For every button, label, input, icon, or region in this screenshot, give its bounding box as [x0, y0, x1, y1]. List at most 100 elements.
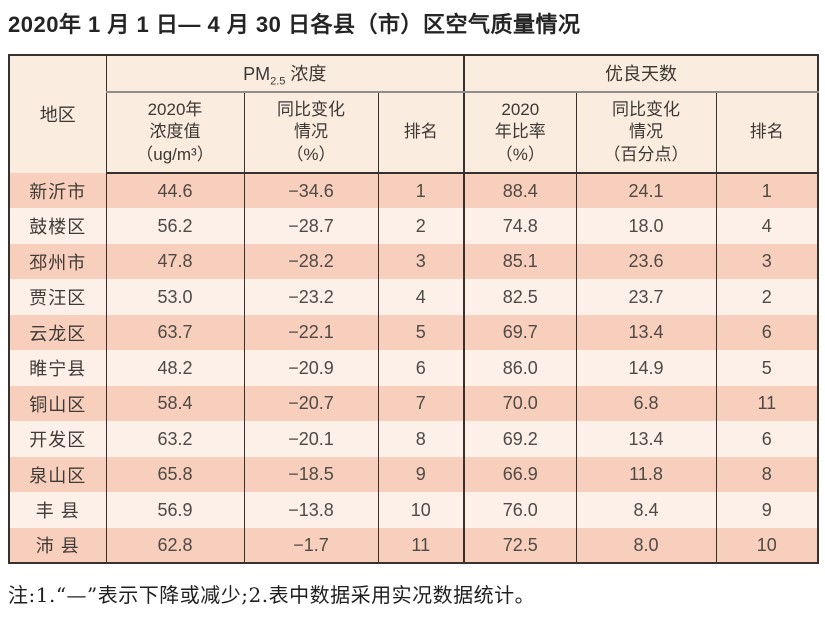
pm-rank-cell: 7 — [377, 385, 465, 422]
gd-change-cell: 13.4 — [575, 421, 717, 457]
header-pm-rank: 排名 — [377, 91, 465, 174]
gd-ratio-cell: 82.5 — [463, 279, 577, 315]
region-cell: 云龙区 — [29, 323, 87, 344]
gd-rank-cell: 9 — [715, 492, 819, 528]
pm-rank-cell: 2 — [377, 208, 465, 244]
gd-change-cell: 14.9 — [575, 350, 717, 386]
gd-change-cell: 23.6 — [575, 243, 717, 280]
gd-ratio-cell: 86.0 — [463, 350, 577, 386]
gd-ratio-cell: 72.5 — [463, 527, 577, 564]
region-cell: 开发区 — [29, 430, 87, 451]
pm-rank-cell: 4 — [377, 279, 465, 315]
region-cell: 睢宁县 — [29, 359, 87, 380]
pm-change-cell: −20.1 — [243, 421, 378, 457]
gd-change-cell: 13.4 — [575, 314, 717, 351]
gd-rank-cell: 6 — [715, 314, 819, 351]
pm-rank-cell: 9 — [377, 456, 465, 493]
region-cell: 铜山区 — [29, 394, 87, 415]
pm-change-cell: −28.7 — [243, 208, 378, 244]
gd-ratio-cell: 66.9 — [463, 456, 577, 493]
pm-change-cell: −28.2 — [243, 243, 378, 280]
region-cell: 贾汪区 — [29, 288, 87, 309]
pm-label-main: PM — [243, 63, 271, 84]
header-gd-rank: 排名 — [715, 91, 819, 174]
gd-change-cell: 24.1 — [575, 172, 717, 209]
gd-ratio-cell: 69.7 — [463, 314, 577, 351]
table-header: 地区 PM2.5 浓度 优良天数 2020年 浓度值 （ug/m³） 同比变化 … — [9, 54, 819, 174]
region-cell: 泉山区 — [29, 465, 87, 486]
pm-value-cell: 63.2 — [105, 421, 244, 457]
pm-value-cell: 63.7 — [105, 314, 244, 351]
table-row: 睢宁县 48.2 −20.9 6 86.0 14.9 5 — [9, 350, 819, 386]
footnote: 注:1.“—”表示下降或减少;2.表中数据采用实况数据统计。 — [8, 583, 536, 608]
gd-rank-cell: 1 — [715, 172, 819, 209]
pm-value-cell: 53.0 — [105, 279, 244, 315]
header-pm-value: 2020年 浓度值 （ug/m³） — [106, 91, 244, 174]
region-cell: 沛 县 — [35, 536, 80, 557]
pm-value-cell: 62.8 — [105, 527, 244, 564]
header-pm-change: 同比变化 情况 （%） — [243, 91, 378, 174]
pm-value-cell: 44.6 — [105, 172, 244, 209]
header-sub-row: 2020年 浓度值 （ug/m³） 同比变化 情况 （%） 排名 2020 年比… — [9, 91, 819, 174]
pm-change-cell: −18.5 — [243, 456, 378, 493]
region-cell: 邳州市 — [29, 252, 87, 273]
pm-rank-cell: 10 — [377, 492, 465, 528]
gd-ratio-cell: 69.2 — [463, 421, 577, 457]
pm-value-cell: 47.8 — [105, 243, 244, 280]
gd-ratio-cell: 70.0 — [463, 385, 577, 422]
pm-change-cell: −20.9 — [243, 350, 378, 386]
gd-rank-cell: 5 — [715, 350, 819, 386]
table-row: 开发区 63.2 −20.1 8 69.2 13.4 6 — [9, 421, 819, 457]
pm-rank-cell: 8 — [377, 421, 465, 457]
gd-rank-cell: 3 — [715, 243, 819, 280]
header-gooddays-group: 优良天数 — [463, 54, 819, 93]
header-gd-change: 同比变化 情况 （百分点） — [575, 91, 717, 174]
gd-change-cell: 11.8 — [575, 456, 717, 493]
header-pm-group: PM2.5 浓度 — [106, 54, 465, 93]
region-cell: 新沂市 — [29, 181, 87, 202]
pm-label-subscript: 2.5 — [270, 75, 286, 88]
pm-value-cell: 65.8 — [105, 456, 244, 493]
gd-ratio-cell: 74.8 — [463, 208, 577, 244]
pm-change-cell: −20.7 — [243, 385, 378, 422]
gd-rank-cell: 11 — [715, 385, 819, 422]
table-row: 泉山区 65.8 −18.5 9 66.9 11.8 8 — [9, 456, 819, 493]
pm-change-cell: −1.7 — [243, 527, 378, 564]
gd-rank-cell: 4 — [715, 208, 819, 244]
table-row: 邳州市 47.8 −28.2 3 85.1 23.6 3 — [9, 243, 819, 280]
pm-value-cell: 48.2 — [105, 350, 244, 386]
header-region: 地区 — [9, 54, 107, 173]
pm-value-cell: 58.4 — [105, 385, 244, 422]
gd-change-cell: 6.8 — [575, 385, 717, 422]
region-cell: 鼓楼区 — [29, 217, 87, 238]
gd-change-cell: 18.0 — [575, 208, 717, 244]
table-body: 新沂市 44.6 −34.6 1 88.4 24.1 1 鼓楼区 56.2 −2… — [9, 172, 819, 564]
gd-rank-cell: 2 — [715, 279, 819, 315]
pm-value-cell: 56.9 — [105, 492, 244, 528]
pm-rank-cell: 11 — [377, 527, 465, 564]
gd-rank-cell: 6 — [715, 421, 819, 457]
pm-rank-cell: 3 — [377, 243, 465, 280]
gd-ratio-cell: 88.4 — [463, 172, 577, 209]
header-gd-ratio: 2020 年比率 （%） — [463, 91, 577, 174]
table-row: 贾汪区 53.0 −23.2 4 82.5 23.7 2 — [9, 279, 819, 315]
table-row: 新沂市 44.6 −34.6 1 88.4 24.1 1 — [9, 172, 819, 209]
pm-change-cell: −22.1 — [243, 314, 378, 351]
page-title: 2020年 1 月 1 日— 4 月 30 日各县（市）区空气质量情况 — [8, 12, 581, 37]
table-row: 云龙区 63.7 −22.1 5 69.7 13.4 6 — [9, 314, 819, 351]
gd-change-cell: 23.7 — [575, 279, 717, 315]
air-quality-table: 地区 PM2.5 浓度 优良天数 2020年 浓度值 （ug/m³） 同比变化 … — [8, 53, 820, 565]
table-row: 丰 县 56.9 −13.8 10 76.0 8.4 9 — [9, 492, 819, 528]
pm-rank-cell: 1 — [377, 172, 465, 209]
header-group-row: 地区 PM2.5 浓度 优良天数 — [9, 54, 819, 173]
region-cell: 丰 县 — [35, 501, 80, 522]
table-row: 鼓楼区 56.2 −28.7 2 74.8 18.0 4 — [9, 208, 819, 244]
table-row: 沛 县 62.8 −1.7 11 72.5 8.0 10 — [9, 527, 819, 564]
gd-change-cell: 8.4 — [575, 492, 717, 528]
pm-value-cell: 56.2 — [105, 208, 244, 244]
pm-change-cell: −34.6 — [243, 172, 378, 209]
gd-ratio-cell: 76.0 — [463, 492, 577, 528]
pm-label-rest: 浓度 — [285, 63, 327, 84]
pm-change-cell: −23.2 — [243, 279, 378, 315]
